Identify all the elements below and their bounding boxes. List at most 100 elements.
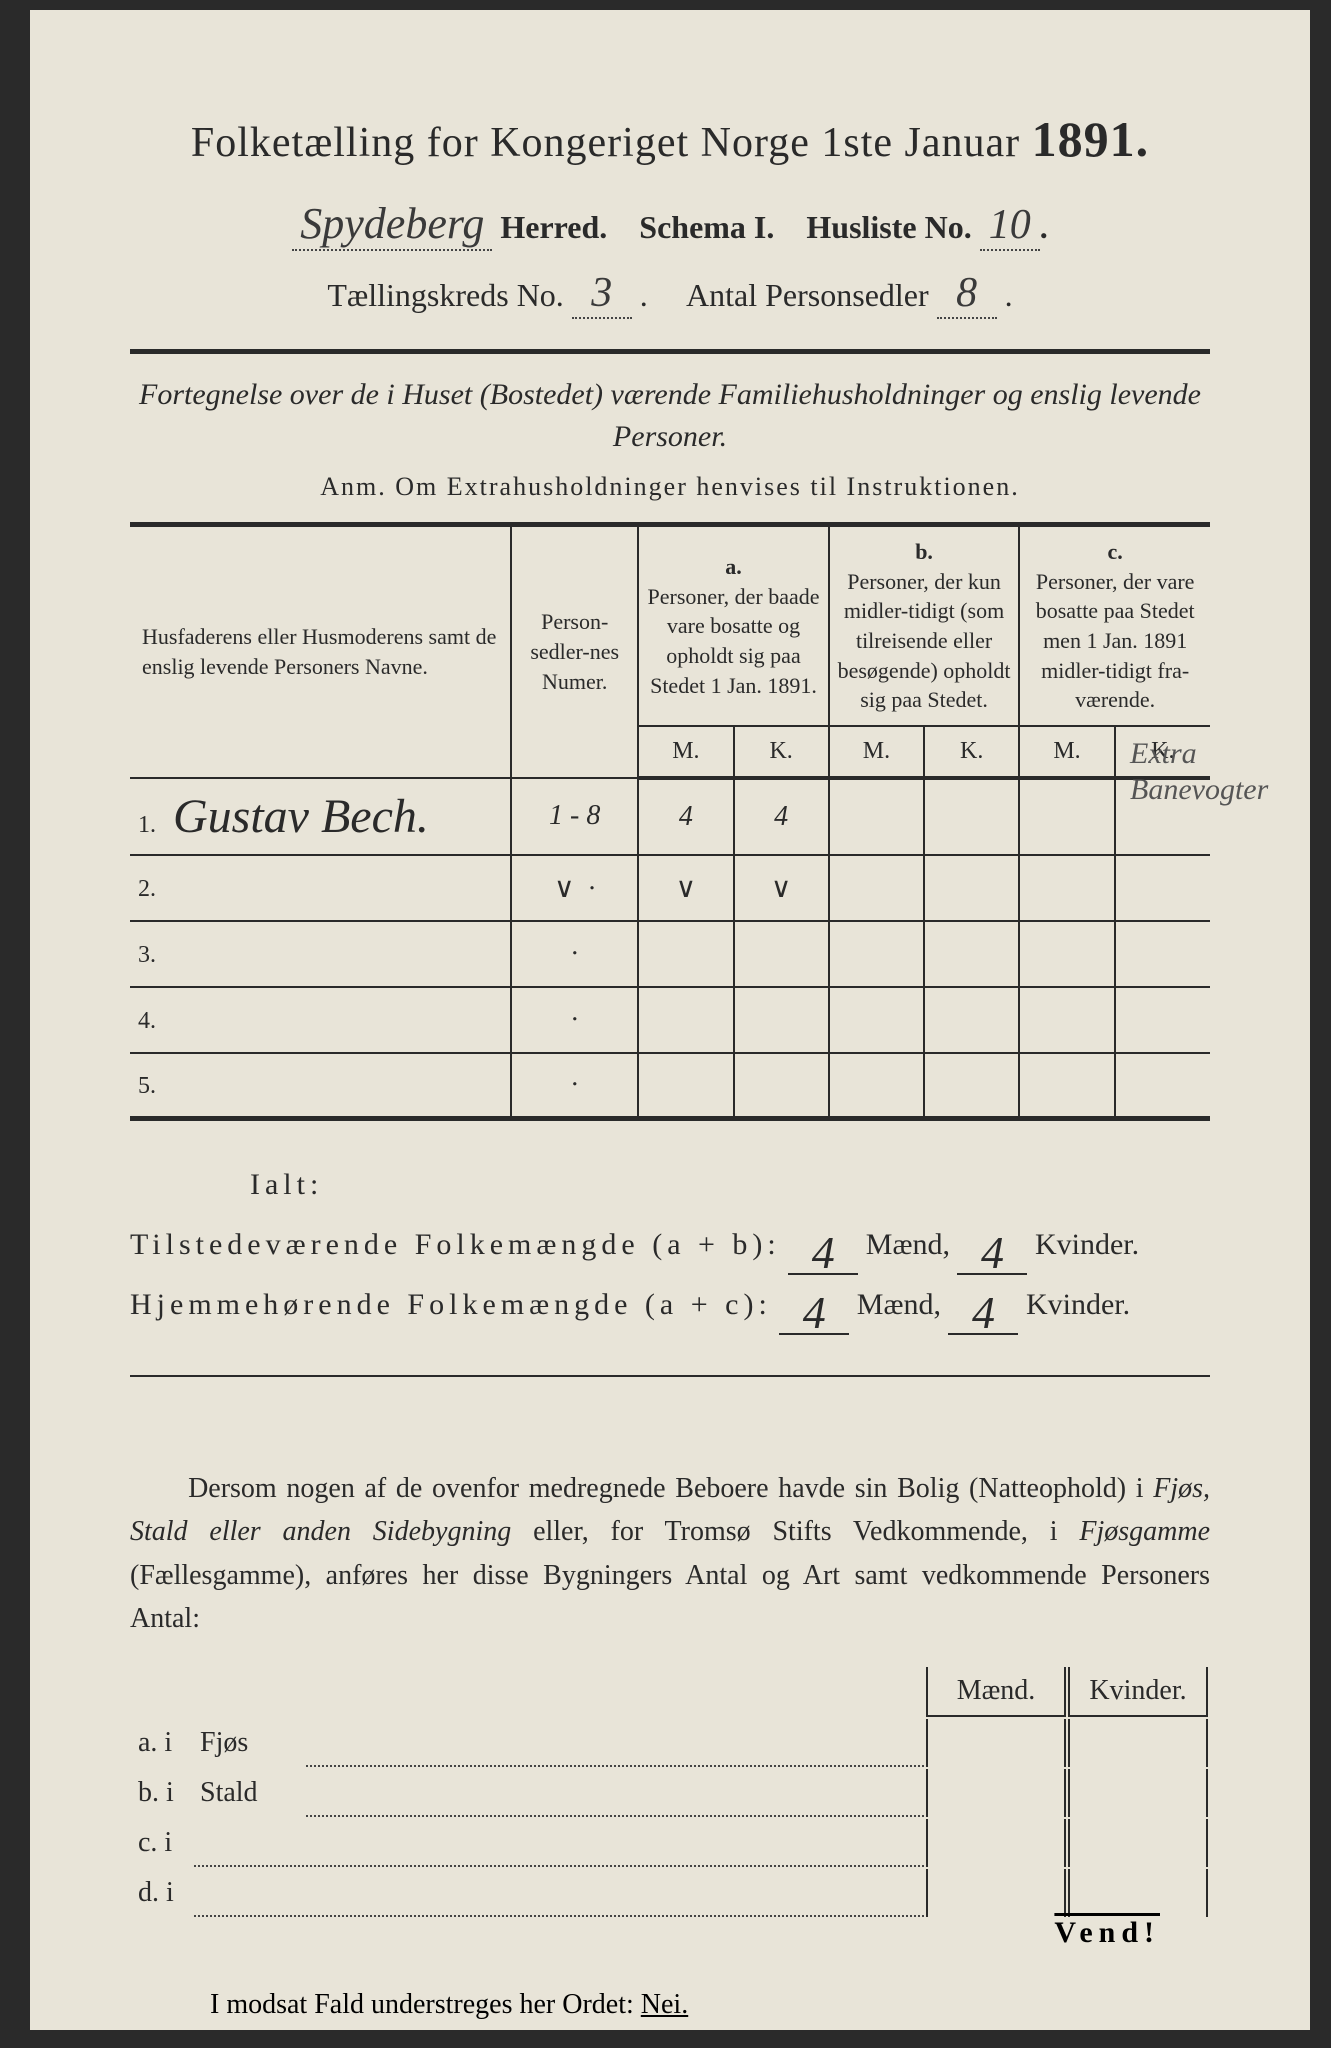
table-cell: ∙ bbox=[511, 1053, 638, 1119]
ialt-l1-k: 4 bbox=[957, 1232, 1027, 1275]
sub-cell bbox=[926, 1769, 1066, 1817]
table-row-name: 4. bbox=[130, 987, 511, 1053]
vend-label: Vend! bbox=[1054, 1916, 1160, 1950]
ialt-line1-label: Tilstedeværende Folkemængde (a + b): bbox=[130, 1215, 781, 1275]
mk-header: M. bbox=[829, 726, 924, 777]
sub-cell bbox=[926, 1869, 1066, 1917]
sub-cell bbox=[1068, 1869, 1208, 1917]
schema-label: Schema I. bbox=[639, 209, 774, 245]
ialt-l2-k: 4 bbox=[948, 1292, 1018, 1335]
header-line-1: Spydeberg Herred. Schema I. Husliste No.… bbox=[130, 198, 1210, 251]
mk-header: K. bbox=[924, 726, 1019, 777]
table-row-name: 3. bbox=[130, 921, 511, 987]
subtitle: Fortegnelse over de i Huset (Bostedet) v… bbox=[130, 374, 1210, 458]
table-cell bbox=[1115, 921, 1210, 987]
table-cell: ∙ bbox=[511, 921, 638, 987]
antal-label: Antal Personsedler bbox=[686, 277, 929, 313]
table-cell bbox=[829, 855, 924, 921]
rule bbox=[130, 349, 1210, 354]
antal-value: 8 bbox=[937, 269, 997, 319]
col-b-header: b. Personer, der kun midler-tidigt (som … bbox=[829, 525, 1020, 727]
table-cell bbox=[829, 921, 924, 987]
sub-cell bbox=[926, 1819, 1066, 1867]
dotted-line bbox=[194, 1819, 924, 1867]
dotted-line bbox=[306, 1719, 924, 1767]
sub-cell bbox=[1068, 1819, 1208, 1867]
sub-row-lead: a. i bbox=[132, 1719, 192, 1767]
table-cell bbox=[734, 987, 829, 1053]
herred-label: Herred. bbox=[500, 209, 607, 245]
table-cell: 4 bbox=[734, 778, 829, 855]
sub-row-lead: b. i bbox=[132, 1769, 192, 1817]
dotted-line bbox=[306, 1769, 924, 1817]
sub-cell bbox=[1068, 1719, 1208, 1767]
sub-cell bbox=[926, 1719, 1066, 1767]
table-cell bbox=[924, 921, 1019, 987]
table-cell bbox=[734, 921, 829, 987]
husliste-label: Husliste No. bbox=[806, 209, 971, 245]
title-text: Folketælling for Kongeriget Norge 1ste J… bbox=[191, 120, 1020, 166]
table-row-name: 2. bbox=[130, 855, 511, 921]
sub-row-lead: c. i bbox=[132, 1819, 192, 1867]
page-title: Folketælling for Kongeriget Norge 1ste J… bbox=[130, 110, 1210, 168]
rule bbox=[130, 1375, 1210, 1377]
nei-word: Nei. bbox=[641, 1989, 688, 2020]
sub-row-label: Fjøs bbox=[194, 1719, 304, 1767]
table-cell bbox=[1115, 855, 1210, 921]
sub-table: Mænd. Kvinder. a. i Fjøs b. i Stald c. i… bbox=[130, 1665, 1210, 1919]
table-cell bbox=[1019, 778, 1114, 855]
mk-header: M. bbox=[1019, 726, 1114, 777]
table-cell: ∨ bbox=[638, 855, 733, 921]
table-cell bbox=[734, 1053, 829, 1119]
table-cell: 1 - 8 bbox=[511, 778, 638, 855]
table-cell bbox=[829, 1053, 924, 1119]
table-cell bbox=[924, 1053, 1019, 1119]
ialt-label: Ialt: bbox=[250, 1155, 323, 1215]
table-cell bbox=[924, 778, 1019, 855]
table-cell: ∨ bbox=[734, 855, 829, 921]
col-ps-header: Person-sedler-nes Numer. bbox=[511, 525, 638, 778]
margin-note: Extra Banevogter bbox=[1130, 736, 1280, 808]
modsat-line: I modsat Fald understreges her Ordet: Ne… bbox=[130, 1989, 1210, 2021]
herred-value: Spydeberg bbox=[292, 198, 492, 251]
table-cell bbox=[829, 778, 924, 855]
main-table: Husfaderens eller Husmoderens samt de en… bbox=[130, 522, 1210, 1121]
table-cell bbox=[1019, 987, 1114, 1053]
husliste-value: 10 bbox=[980, 201, 1040, 251]
kreds-value: 3 bbox=[572, 269, 632, 319]
anm-note: Anm. Om Extrahusholdninger henvises til … bbox=[130, 472, 1210, 502]
col-c-header: c. Personer, der vare bosatte paa Stedet… bbox=[1019, 525, 1210, 727]
mk-header: K. bbox=[734, 726, 829, 777]
ialt-l1-m: 4 bbox=[788, 1232, 858, 1275]
table-cell bbox=[924, 855, 1019, 921]
table-row-name: 5. bbox=[130, 1053, 511, 1119]
dotted-line bbox=[194, 1869, 924, 1917]
sub-maend-header: Mænd. bbox=[926, 1667, 1066, 1717]
ialt-block: Ialt: Tilstedeværende Folkemængde (a + b… bbox=[130, 1155, 1210, 1335]
table-cell: 4 bbox=[638, 778, 733, 855]
mk-header: M. bbox=[638, 726, 733, 777]
table-cell bbox=[1019, 1053, 1114, 1119]
table-cell bbox=[1115, 1053, 1210, 1119]
table-cell bbox=[924, 987, 1019, 1053]
sub-row-label: Stald bbox=[194, 1769, 304, 1817]
table-cell: ∨ ∙ bbox=[511, 855, 638, 921]
ialt-l2-m: 4 bbox=[779, 1292, 849, 1335]
paragraph: Dersom nogen af de ovenfor medregnede Be… bbox=[130, 1467, 1210, 1641]
table-cell: ∙ bbox=[511, 987, 638, 1053]
title-year: 1891. bbox=[1032, 111, 1150, 167]
ialt-line2-label: Hjemmehørende Folkemængde (a + c): bbox=[130, 1275, 772, 1335]
col-a-header: a. Personer, der baade vare bosatte og o… bbox=[638, 525, 829, 727]
table-row-name: 1. Gustav Bech. bbox=[130, 778, 511, 855]
table-cell bbox=[638, 921, 733, 987]
table-cell bbox=[1019, 855, 1114, 921]
table-cell bbox=[1019, 921, 1114, 987]
sub-kvinder-header: Kvinder. bbox=[1068, 1667, 1208, 1717]
table-cell bbox=[638, 987, 733, 1053]
sub-row-lead: d. i bbox=[132, 1869, 192, 1917]
header-line-2: Tællingskreds No. 3 . Antal Personsedler… bbox=[130, 269, 1210, 319]
kreds-label: Tællingskreds No. bbox=[327, 277, 563, 313]
table-cell bbox=[829, 987, 924, 1053]
table-cell bbox=[638, 1053, 733, 1119]
sub-cell bbox=[1068, 1769, 1208, 1817]
